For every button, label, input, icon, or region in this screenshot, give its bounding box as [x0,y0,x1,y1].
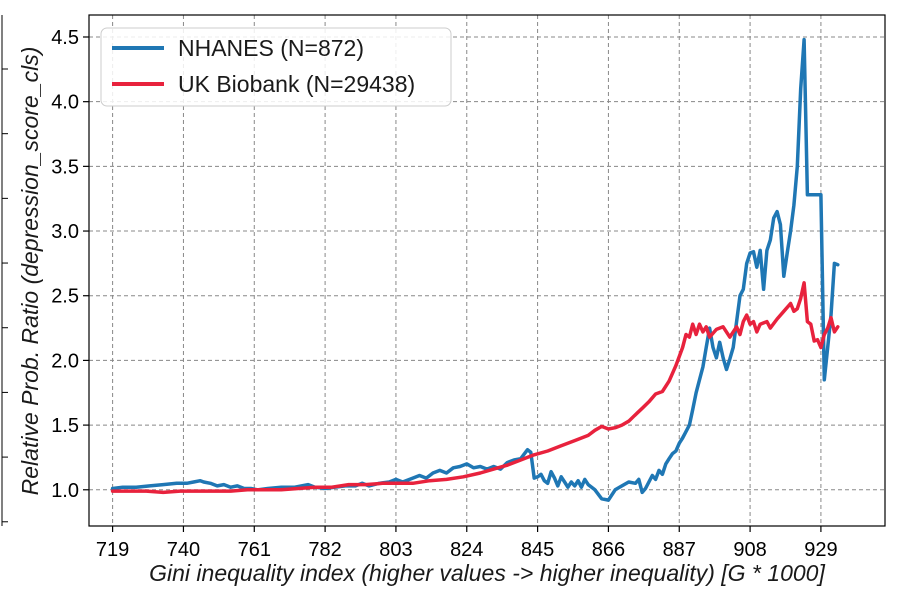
x-tick-label: 782 [308,539,341,561]
series-line-ukbiobank [110,281,840,495]
ticks [2,36,822,532]
series-lines [110,37,840,502]
x-tick-label: 761 [238,539,271,561]
x-tick-label: 845 [521,539,554,561]
tick-labels: 719 740 761 782 803 824 845 866 887 908 929 1.0 1.5 2… [51,27,837,561]
x-tick-label: 908 [733,539,766,561]
x-tick-label: 929 [804,539,837,561]
y-tick-label: 1.0 [51,480,79,502]
x-tick-label: 866 [592,539,625,561]
legend-label-ukbiobank: UK Biobank (N=29438) [178,71,415,97]
y-tick-label: 2.0 [51,350,79,372]
y-tick-label: 4.0 [51,92,79,114]
x-tick-label: 887 [663,539,696,561]
x-tick-label: 719 [96,539,129,561]
x-tick-label: 740 [167,539,200,561]
x-tick-label: 803 [379,539,412,561]
y-tick-label: 3.0 [51,221,79,243]
y-tick-label: 1.5 [51,415,79,437]
legend-label-nhanes: NHANES (N=872) [178,35,364,61]
series-line-nhanes [110,37,840,502]
x-axis-title: Gini inequality index (higher values -> … [149,560,825,586]
plot-frame [88,14,886,527]
legend: NHANES (N=872) UK Biobank (N=29438) [100,27,452,107]
y-tick-label: 4.5 [51,27,79,49]
y-tick-label: 3.5 [51,156,79,178]
y-tick-label: 2.5 [51,286,79,308]
y-axis-title: Relative Prob. Ratio (depression_score_c… [17,47,43,496]
legend-box [100,27,452,107]
x-tick-label: 824 [450,539,483,561]
